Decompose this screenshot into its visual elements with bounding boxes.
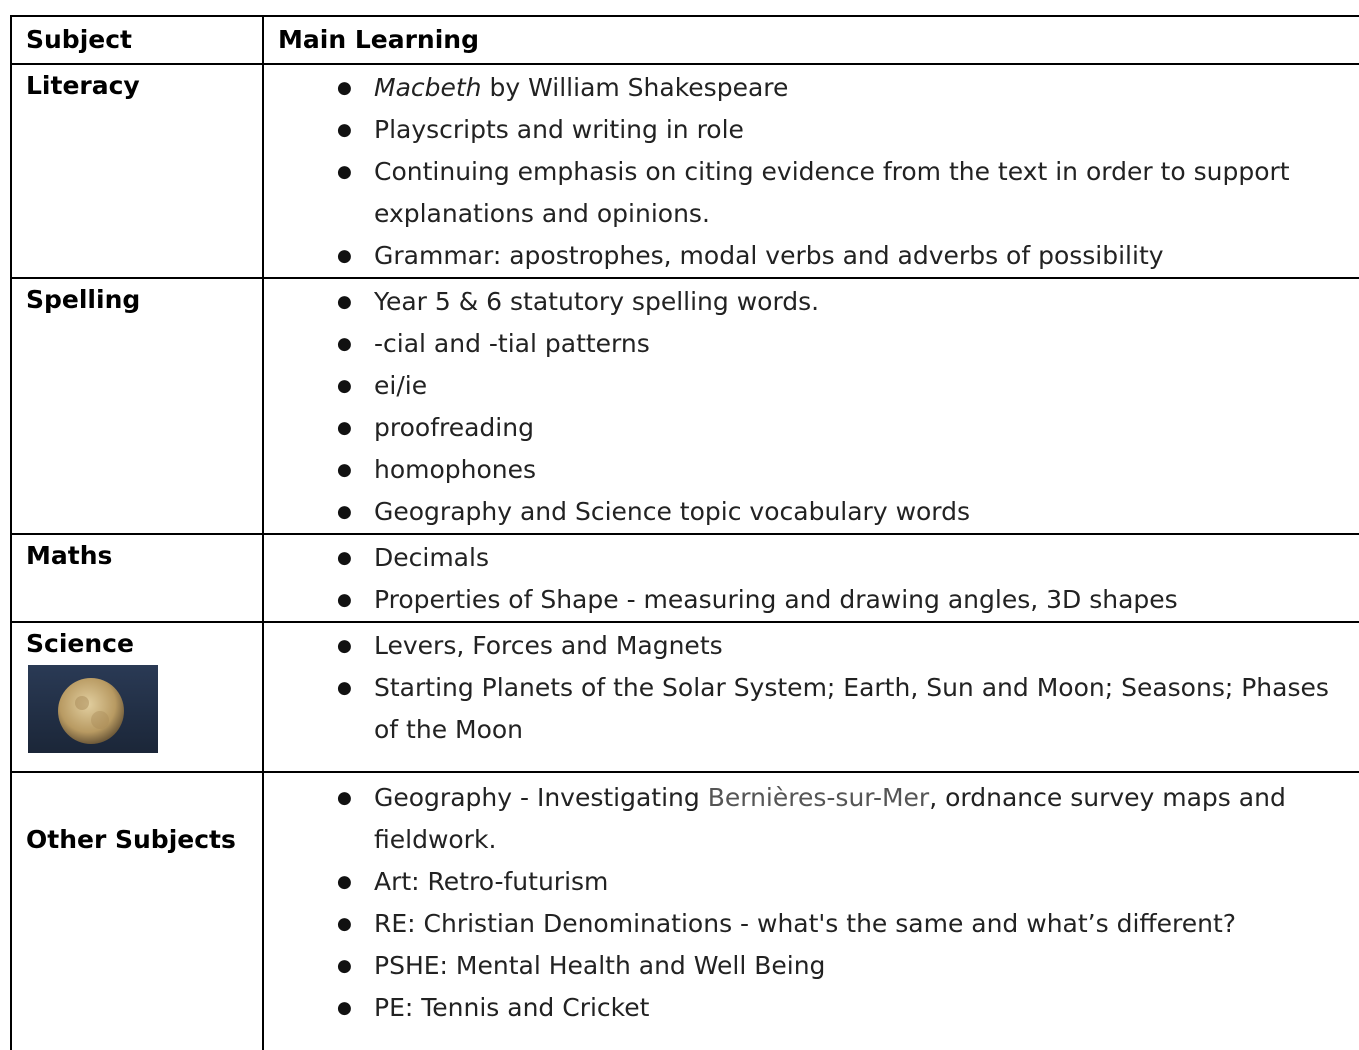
item-list: Levers, Forces and Magnets Starting Plan… — [264, 625, 1359, 751]
subject: Literacy — [10, 63, 264, 279]
item: Levers, Forces and Magnets — [337, 625, 1338, 667]
subject-text: Maths — [26, 541, 113, 570]
header-cell: Main Learning — [262, 15, 1359, 65]
item: Continuing emphasis on citing evidence f… — [337, 151, 1338, 235]
items-cell: Year 5 & 6 statutory spelling words. -ci… — [262, 277, 1359, 535]
items-cell: Levers, Forces and Magnets Starting Plan… — [262, 621, 1359, 773]
item: Geography and Science topic vocabulary w… — [337, 491, 1338, 533]
item-text: , ordnance survey maps and fieldwork. — [374, 783, 1286, 854]
row: Other Subjects Geography - Investigating… — [10, 771, 1359, 1050]
learning-table: Subject Main Learning Literacy Macbeth b… — [10, 15, 1359, 1050]
item: ei/ie — [337, 365, 1338, 407]
item: Macbeth by William Shakespeare — [337, 67, 1338, 109]
subject: Spelling — [10, 277, 264, 535]
subject: Maths — [10, 533, 264, 623]
item: -cial and -tial patterns — [337, 323, 1338, 365]
row: Science Levers, Forces and Magnets Start… — [10, 621, 1359, 773]
item: Geography - Investigating Bernières-sur-… — [337, 777, 1338, 861]
item-list: Geography - Investigating Bernières-sur-… — [264, 777, 1359, 1029]
item: proofreading — [337, 407, 1338, 449]
subject: Other Subjects — [10, 771, 264, 1050]
item-list: Macbeth by William Shakespeare Playscrip… — [264, 67, 1359, 277]
item: PE: Tennis and Cricket — [337, 987, 1338, 1029]
items-cell: Macbeth by William Shakespeare Playscrip… — [262, 63, 1359, 279]
subject-text: Science — [26, 629, 134, 658]
item: Playscripts and writing in role — [337, 109, 1338, 151]
item: Starting Planets of the Solar System; Ea… — [337, 667, 1338, 751]
subject-text: Spelling — [26, 285, 141, 314]
header-cell: Subject — [10, 15, 264, 65]
item: Art: Retro-futurism — [337, 861, 1338, 903]
item-text: by William Shakespeare — [489, 73, 789, 102]
item: RE: Christian Denominations - what's the… — [337, 903, 1338, 945]
subject-text: Other Subjects — [26, 825, 236, 854]
row: Spelling Year 5 & 6 statutory spelling w… — [10, 277, 1359, 535]
items-cell: Geography - Investigating Bernières-sur-… — [262, 771, 1359, 1050]
item-list: Decimals Properties of Shape - measuring… — [264, 537, 1359, 621]
item-list: Year 5 & 6 statutory spelling words. -ci… — [264, 281, 1359, 533]
item: Decimals — [337, 537, 1338, 579]
header-row: Subject Main Learning — [10, 15, 1359, 65]
subject-text: Literacy — [26, 71, 140, 100]
item: Grammar: apostrophes, modal verbs and ad… — [337, 235, 1338, 277]
item: Properties of Shape - measuring and draw… — [337, 579, 1338, 621]
items-cell: Decimals Properties of Shape - measuring… — [262, 533, 1359, 623]
moon-image — [28, 665, 158, 753]
item-title: Macbeth — [374, 73, 482, 102]
place-name: Bernières-sur-Mer — [707, 783, 930, 812]
item: PSHE: Mental Health and Well Being — [337, 945, 1338, 987]
row: Maths Decimals Properties of Shape - mea… — [10, 533, 1359, 623]
subject: Science — [10, 621, 264, 773]
row: Literacy Macbeth by William Shakespeare … — [10, 63, 1359, 279]
item: Year 5 & 6 statutory spelling words. — [337, 281, 1338, 323]
item-text: Geography - Investigating — [374, 783, 700, 812]
item: homophones — [337, 449, 1338, 491]
